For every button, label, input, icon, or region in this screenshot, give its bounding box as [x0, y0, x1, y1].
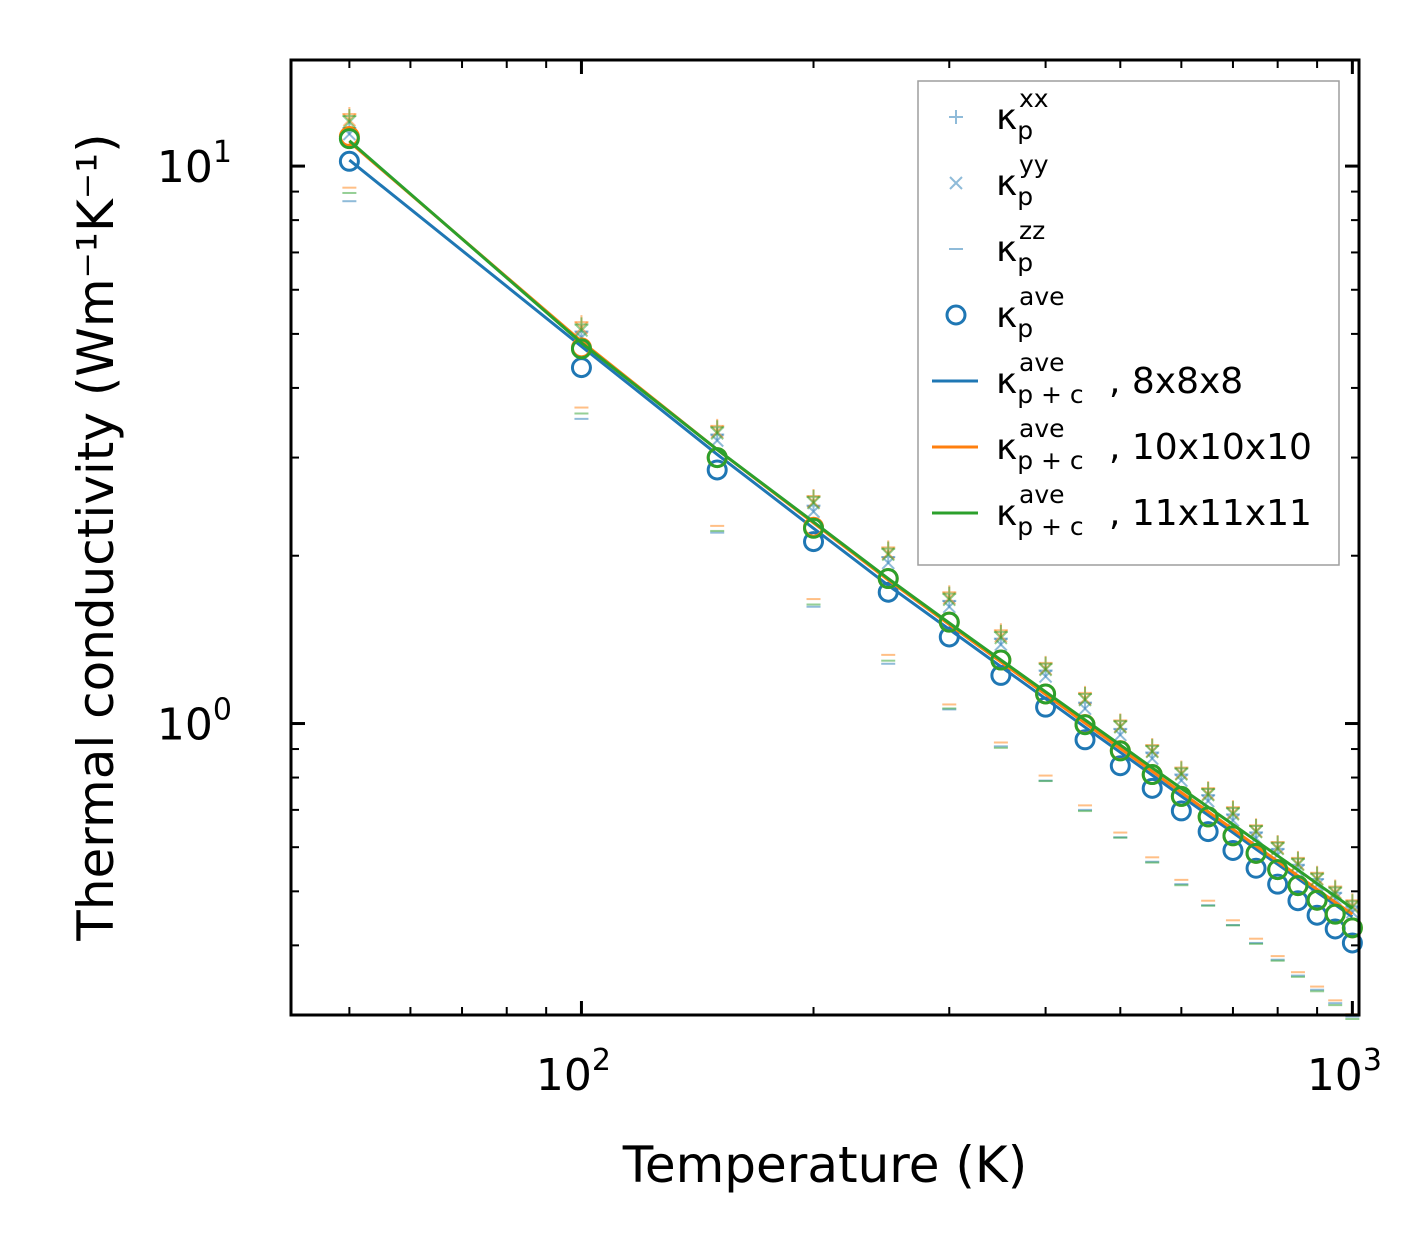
yy-point	[1226, 807, 1240, 821]
ave-point	[1222, 839, 1244, 861]
ave-point	[1341, 932, 1363, 954]
yy-point	[1201, 788, 1215, 802]
ave-point	[570, 338, 592, 360]
ave-point	[1035, 696, 1057, 718]
ave-point	[1170, 785, 1192, 807]
yy-point	[1145, 745, 1159, 759]
yy-point	[574, 323, 589, 338]
ave-point	[706, 447, 728, 469]
x-tick-label: 103	[1307, 1043, 1382, 1101]
ave-point	[1222, 825, 1244, 847]
ave-point	[877, 581, 899, 603]
yy-point	[1038, 663, 1053, 677]
ave-point	[1245, 857, 1267, 879]
ave-point	[1109, 755, 1131, 777]
legend-item-1: κpxx	[949, 84, 1049, 145]
ave-point	[1245, 842, 1267, 864]
yy-point	[1310, 872, 1324, 887]
ave-point	[1341, 917, 1363, 939]
ave-point	[938, 611, 960, 633]
legend-label: κpxx	[996, 84, 1049, 145]
yy-point	[994, 631, 1008, 645]
legend-label: κp + cave, 8x8x8	[996, 348, 1243, 409]
ave-point	[1141, 764, 1163, 786]
ave-point	[1141, 777, 1163, 799]
ave-point	[1287, 875, 1309, 897]
yy-point	[342, 115, 357, 129]
yy-point	[1113, 720, 1128, 734]
ave-point	[803, 531, 825, 553]
plot-marks	[338, 107, 1363, 1020]
ave-point	[990, 649, 1012, 671]
legend-item-4: κpave	[945, 282, 1065, 343]
ave-point	[1074, 714, 1096, 736]
legend-item-7: κp + cave, 11x11x11	[932, 480, 1312, 541]
ave-point	[706, 459, 728, 481]
y-axis-title: Thermal conductivity (Wm⁻¹K⁻¹)	[67, 133, 125, 941]
ave-point	[1267, 873, 1289, 895]
yy-point	[806, 496, 821, 510]
legend-item-2: κpyy	[949, 150, 1049, 211]
legend-label: κpyy	[996, 150, 1049, 211]
legend-label: κpzz	[996, 216, 1045, 277]
plot-frame	[289, 58, 1361, 1017]
ave-point	[1324, 903, 1346, 925]
yy-point	[942, 592, 956, 607]
fit-line-11x11x11	[348, 139, 1354, 910]
ave-point	[1035, 683, 1057, 705]
yy-point	[710, 426, 724, 440]
legend-marker-x	[949, 176, 963, 190]
yy-point	[1249, 825, 1263, 839]
ave-point	[803, 517, 825, 539]
ave-point	[1109, 740, 1131, 762]
y-tick-label: 100	[157, 693, 232, 751]
legend-marker-plus	[949, 110, 963, 124]
ave-point	[990, 664, 1012, 686]
ave-point	[1197, 806, 1219, 828]
y-tick-label: 101	[157, 135, 232, 193]
legend-label: κpave	[996, 282, 1065, 343]
legend-label: κp + cave, 10x10x10	[996, 414, 1312, 475]
legend-frame	[917, 80, 1340, 566]
ave-point	[1306, 889, 1328, 911]
legend-label: κp + cave, 11x11x11	[996, 480, 1312, 541]
ave-point	[938, 626, 960, 648]
ave-point	[877, 568, 899, 590]
x-tick-label: 102	[536, 1043, 611, 1101]
ave-point	[1170, 800, 1192, 822]
legend-item-6: κp + cave, 10x10x10	[932, 414, 1312, 475]
yy-point	[881, 547, 895, 562]
ave-point	[1267, 859, 1289, 881]
ave-point	[1197, 821, 1219, 843]
yy-point	[1345, 905, 1360, 920]
ave-point	[338, 128, 360, 150]
series-11x11x11	[338, 108, 1363, 1020]
ave-point	[338, 150, 360, 172]
yy-point	[1174, 767, 1189, 782]
legend-item-5: κp + cave, 8x8x8	[932, 348, 1243, 409]
ave-point	[1074, 729, 1096, 751]
legend-item-3: κpzz	[949, 216, 1045, 277]
legend-marker-circle	[945, 304, 967, 326]
yy-point	[1078, 693, 1092, 707]
x-axis-title: Temperature (K)	[622, 1136, 1027, 1194]
